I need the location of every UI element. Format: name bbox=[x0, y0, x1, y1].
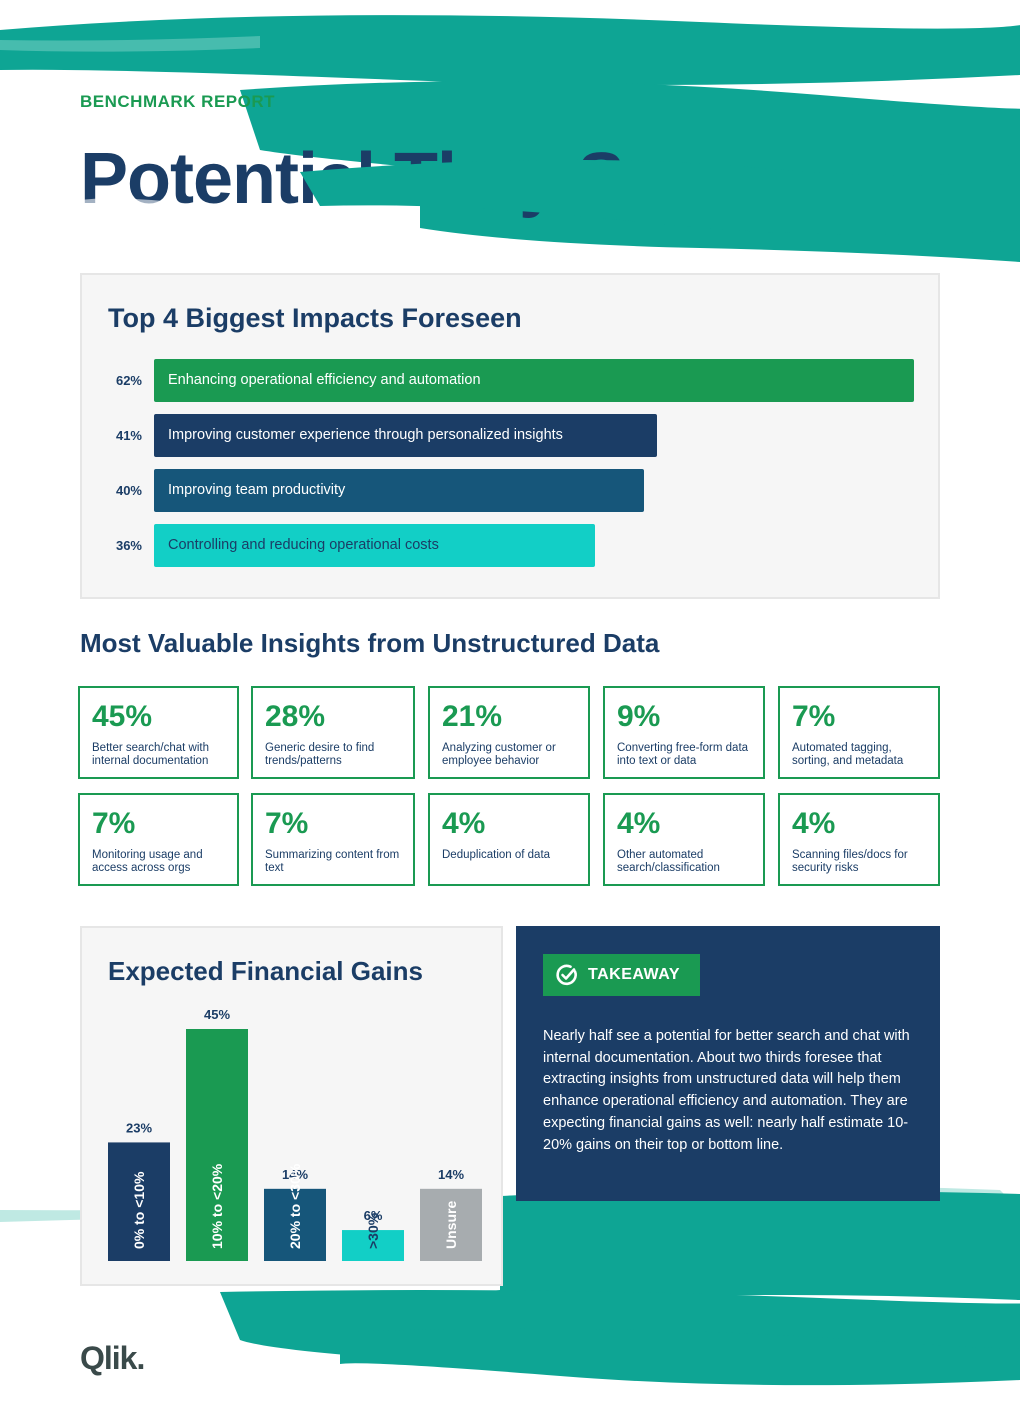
insight-percent: 7% bbox=[792, 700, 836, 733]
financial-value-label: 14% bbox=[438, 1167, 464, 1182]
insight-description: Scanning files/docs for security risks bbox=[792, 849, 908, 874]
insight-description: Analyzing customer or employee behavior bbox=[442, 742, 556, 767]
impact-label: Controlling and reducing operational cos… bbox=[168, 537, 439, 553]
impact-row: 41% Improving customer experience through… bbox=[82, 414, 942, 457]
insight-card: 45% Better search/chat with internal docu… bbox=[78, 686, 239, 779]
financial-panel: Expected Financial Gains 23% 0% to <10% 45… bbox=[80, 926, 503, 1286]
financial-category-label: Unsure bbox=[443, 1201, 459, 1249]
insight-percent: 45% bbox=[92, 700, 153, 733]
check-circle-icon bbox=[556, 964, 577, 986]
insight-description: Converting free-form data into text or d… bbox=[617, 742, 749, 767]
financial-bar bbox=[186, 1029, 248, 1261]
impact-label: Enhancing operational efficiency and aut… bbox=[168, 372, 481, 388]
financial-value-label: 23% bbox=[126, 1120, 152, 1135]
financial-category-label: >30% bbox=[365, 1212, 381, 1249]
financial-bar bbox=[342, 1230, 404, 1261]
impacts-panel: Top 4 Biggest Impacts Foreseen 62% Enhanc… bbox=[80, 273, 940, 599]
impact-row: 62% Enhancing operational efficiency and … bbox=[82, 359, 942, 402]
impact-percent: 40% bbox=[115, 483, 142, 498]
page-title: Potential They See bbox=[80, 139, 703, 219]
financial-category-label: 10% to <20% bbox=[209, 1163, 225, 1249]
insight-percent: 4% bbox=[792, 807, 836, 840]
takeaway-label: TAKEAWAY bbox=[588, 966, 681, 983]
takeaway-panel: TAKEAWAY Nearly half see a potential for… bbox=[516, 926, 940, 1201]
insight-card: 7% Summarizing content from text bbox=[251, 793, 415, 886]
insight-percent: 7% bbox=[92, 807, 136, 840]
impact-row: 36% Controlling and reducing operational … bbox=[82, 524, 942, 567]
financial-value-label: 45% bbox=[204, 1007, 230, 1022]
report-eyebrow: BENCHMARK REPORT bbox=[80, 92, 275, 111]
insight-card: 21% Analyzing customer or employee behavi… bbox=[428, 686, 590, 779]
insight-percent: 28% bbox=[265, 700, 326, 733]
impact-percent: 36% bbox=[115, 538, 142, 553]
insight-description: Other automated search/classification bbox=[617, 849, 720, 874]
impact-bar: Improving customer experience through pe… bbox=[154, 414, 657, 457]
impact-bar: Controlling and reducing operational cos… bbox=[154, 524, 595, 567]
insight-percent: 4% bbox=[442, 807, 486, 840]
insight-card: 9% Converting free-form data into text or… bbox=[603, 686, 765, 779]
impact-label: Improving team productivity bbox=[168, 482, 346, 498]
takeaway-badge: TAKEAWAY bbox=[543, 954, 700, 996]
insight-card: 28% Generic desire to find trends/pattern… bbox=[251, 686, 415, 779]
qlik-logo: Qlik. bbox=[80, 1340, 145, 1376]
impact-bar: Enhancing operational efficiency and aut… bbox=[154, 359, 914, 402]
insight-description: Deduplication of data bbox=[442, 849, 551, 861]
financial-category-label: 0% to <10% bbox=[131, 1171, 147, 1249]
financial-value-label: 14% bbox=[282, 1167, 308, 1182]
insight-card: 7% Monitoring usage and access across org… bbox=[78, 793, 239, 886]
insights-grid: 45% Better search/chat with internal docu… bbox=[78, 686, 940, 886]
impact-row: 40% Improving team productivity bbox=[82, 469, 942, 512]
insight-percent: 21% bbox=[442, 700, 503, 733]
impacts-title: Top 4 Biggest Impacts Foreseen bbox=[108, 303, 522, 333]
impact-label: Improving customer experience through pe… bbox=[168, 427, 563, 443]
insight-description: Generic desire to find trends/patterns bbox=[265, 742, 375, 767]
insight-percent: 7% bbox=[265, 807, 309, 840]
insight-card: 4% Other automated search/classification bbox=[603, 793, 765, 886]
impact-percent: 41% bbox=[115, 428, 142, 443]
insight-card: 4% Scanning files/docs for security risks bbox=[778, 793, 940, 886]
insight-description: Automated tagging, sorting, and metadata bbox=[792, 742, 904, 767]
financial-chart: 23%0% to <10%45%10% to <20% 14%20% to <30… bbox=[108, 1007, 482, 1261]
financial-title: Expected Financial Gains bbox=[108, 956, 423, 986]
insight-card: 7% Automated tagging, sorting, and metada… bbox=[778, 686, 940, 779]
financial-category-label: 20% to <30% bbox=[287, 1163, 303, 1249]
insights-title: Most Valuable Insights from Unstructured… bbox=[80, 628, 660, 658]
insight-card: 4% Deduplication of data bbox=[428, 793, 590, 886]
insight-description: Summarizing content from text bbox=[265, 849, 400, 874]
impact-bar: Improving team productivity bbox=[154, 469, 644, 512]
insight-description: Monitoring usage and access across orgs bbox=[92, 849, 203, 874]
insight-percent: 4% bbox=[617, 807, 661, 840]
insight-percent: 9% bbox=[617, 700, 661, 733]
impact-percent: 62% bbox=[115, 373, 142, 388]
takeaway-text: Nearly half see a potential for better s… bbox=[543, 1028, 910, 1153]
insight-description: Better search/chat with internal documen… bbox=[92, 742, 209, 767]
